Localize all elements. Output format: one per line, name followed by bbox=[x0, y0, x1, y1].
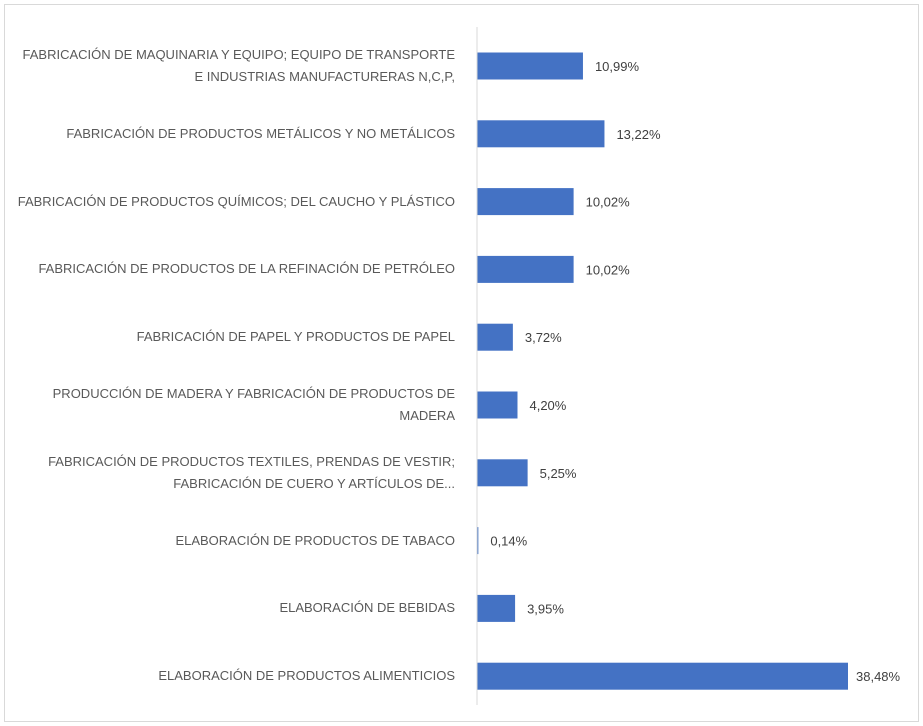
data-label-5: 4,20% bbox=[529, 398, 566, 413]
category-label-2: FABRICACIÓN DE PRODUCTOS QUÍMICOS; DEL C… bbox=[17, 193, 455, 209]
bar-9 bbox=[477, 662, 848, 690]
bar-7 bbox=[477, 527, 479, 555]
bar-4 bbox=[477, 323, 513, 351]
data-label-7: 0,14% bbox=[490, 534, 527, 549]
bar-1 bbox=[477, 120, 605, 148]
bar-6 bbox=[477, 459, 528, 487]
category-label-0: FABRICACIÓN DE MAQUINARIA Y EQUIPO; EQUI… bbox=[22, 47, 455, 84]
data-label-8: 3,95% bbox=[527, 601, 564, 616]
bar-3 bbox=[477, 255, 574, 283]
chart-frame: 10,99% 13,22% 10,02% 10,02% 3,72% 4,20% 5,25% 0… bbox=[4, 4, 919, 722]
category-label-1: FABRICACIÓN DE PRODUCTOS METÁLICOS Y NO … bbox=[66, 125, 455, 141]
category-label-7: ELABORACIÓN DE PRODUCTOS DE TABACO bbox=[175, 532, 455, 548]
data-label-9: 38,48% bbox=[856, 669, 901, 684]
bar-2 bbox=[477, 188, 574, 216]
category-label-8: ELABORACIÓN DE BEBIDAS bbox=[279, 600, 455, 616]
data-label-2: 10,02% bbox=[586, 195, 631, 210]
data-label-6: 5,25% bbox=[540, 466, 577, 481]
bar-8 bbox=[477, 594, 516, 622]
category-label-6: FABRICACIÓN DE PRODUCTOS TEXTILES, PREND… bbox=[48, 453, 455, 491]
bar-chart: 10,99% 13,22% 10,02% 10,02% 3,72% 4,20% 5,25% 0… bbox=[476, 27, 901, 705]
category-label-9: ELABORACIÓN DE PRODUCTOS ALIMENTICIOS bbox=[158, 668, 455, 684]
bar-0 bbox=[477, 52, 583, 80]
category-label-3: FABRICACIÓN DE PRODUCTOS DE LA REFINACIÓ… bbox=[38, 261, 455, 277]
data-label-3: 10,02% bbox=[586, 262, 631, 277]
bar-5 bbox=[477, 391, 518, 419]
category-label-4: FABRICACIÓN DE PAPEL Y PRODUCTOS DE PAPE… bbox=[136, 329, 455, 345]
data-label-1: 13,22% bbox=[616, 127, 661, 142]
category-label-5: PRODUCCIÓN DE MADERA Y FABRICACIÓN DE PR… bbox=[52, 386, 455, 423]
data-label-0: 10,99% bbox=[595, 59, 640, 74]
data-label-4: 3,72% bbox=[525, 330, 562, 345]
